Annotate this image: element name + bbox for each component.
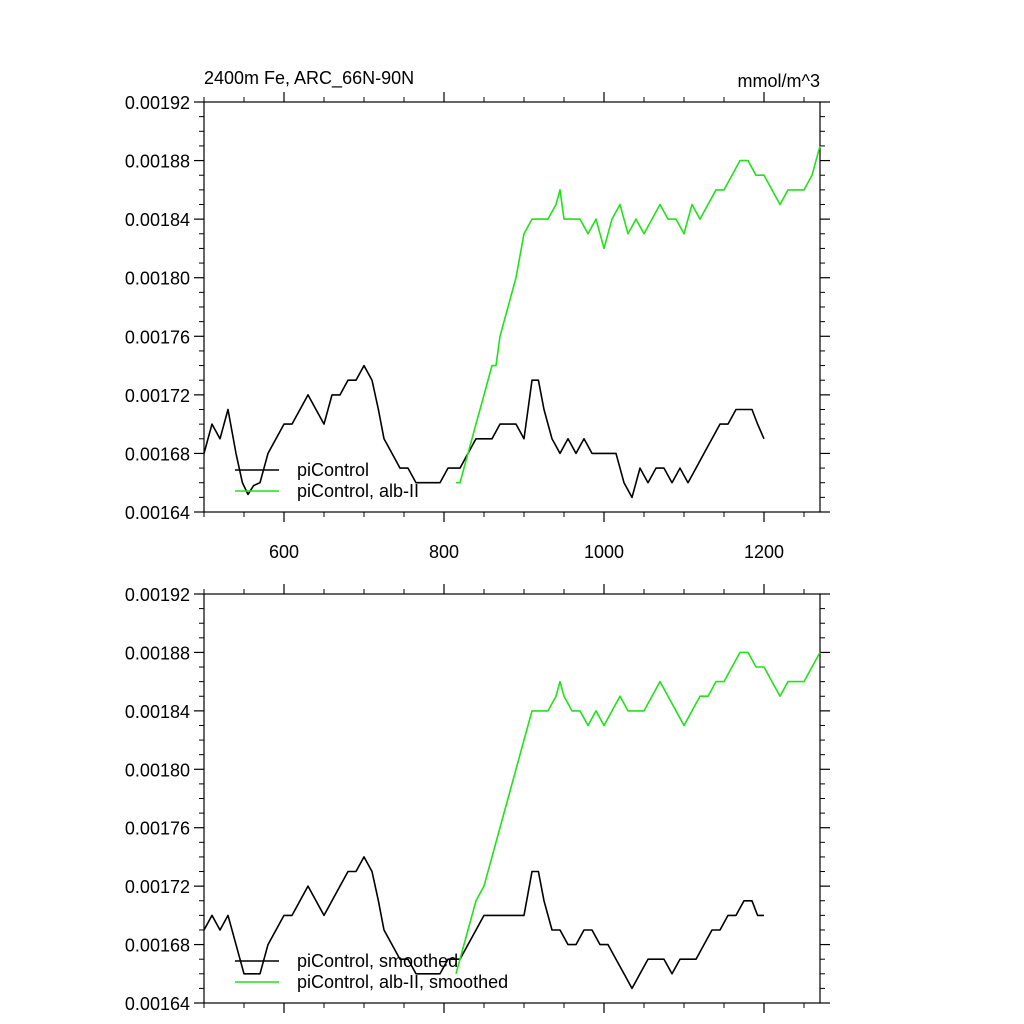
y-tick-label: 0.00176	[125, 327, 190, 347]
y-tick-label: 0.00184	[125, 210, 190, 230]
x-tick-label: 800	[429, 542, 459, 562]
y-tick-label: 0.00192	[125, 93, 190, 113]
series-line-picontrol-alb-ii-smoothed	[455, 651, 821, 975]
series-line-picontrol-smoothed	[203, 856, 764, 990]
top-panel: 600 800 1000 1200 0.00164 0.00168 0.00172 0.001…	[125, 92, 830, 562]
legend-label-picontrol: piControl	[297, 460, 369, 480]
figure-title: 2400m Fe, ARC_66N-90N	[204, 68, 414, 89]
units-label: mmol/m^3	[738, 71, 820, 91]
legend-label-picontrol-alb-ii-smoothed: piControl, alb-II, smoothed	[297, 972, 508, 992]
legend-label-picontrol-smoothed: piControl, smoothed	[297, 951, 458, 971]
y-tick-label: 0.00188	[125, 643, 190, 663]
y-tick-label: 0.00168	[125, 444, 190, 464]
y-tick-label: 0.00168	[125, 936, 190, 956]
y-tick-label: 0.00176	[125, 819, 190, 839]
y-tick-label: 0.00188	[125, 152, 190, 172]
plot-frame	[203, 593, 821, 1004]
series-line-picontrol	[203, 364, 765, 499]
x-tick-label: 600	[269, 542, 299, 562]
x-tick-label: 1200	[744, 542, 784, 562]
y-tick-label: 0.00192	[125, 585, 190, 605]
legend-label-picontrol-alb-ii: piControl, alb-II	[297, 481, 419, 501]
y-tick-label: 0.00172	[125, 386, 190, 406]
bottom-panel: 0.00164 0.00168 0.00172 0.00176 0.00180 0.001…	[125, 584, 830, 1014]
series-line-picontrol-alb-ii	[456, 145, 821, 484]
x-tick-label: 1000	[584, 542, 624, 562]
y-tick-label: 0.00164	[125, 994, 190, 1014]
y-tick-label: 0.00180	[125, 760, 190, 780]
y-tick-label: 0.00184	[125, 702, 190, 722]
y-tick-label: 0.00164	[125, 503, 190, 523]
plot-frame	[203, 101, 821, 513]
y-tick-label: 0.00172	[125, 877, 190, 897]
y-tick-label: 0.00180	[125, 269, 190, 289]
